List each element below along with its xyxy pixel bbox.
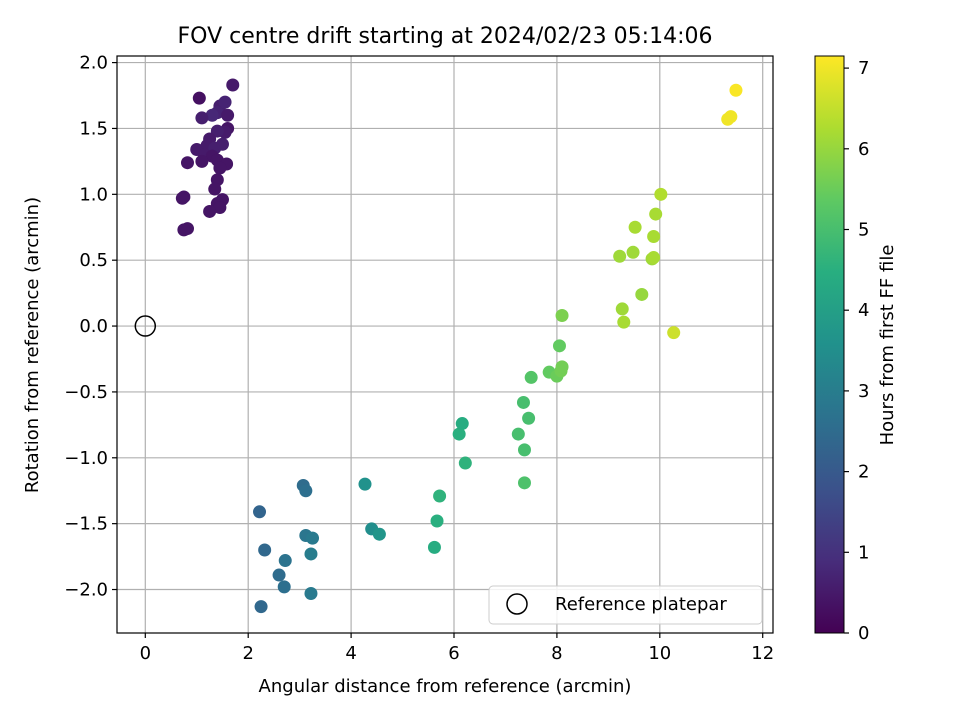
plot-area [117, 56, 773, 633]
data-point [306, 531, 320, 545]
x-tick-label: 2 [242, 643, 253, 664]
y-tick-label: −2.0 [64, 580, 108, 601]
data-point [180, 156, 194, 170]
x-tick-label: 6 [448, 643, 459, 664]
legend-label: Reference platepar [555, 594, 727, 615]
data-point [272, 568, 286, 582]
data-point [516, 395, 530, 409]
data-point [628, 220, 642, 234]
x-axis-label: Angular distance from reference (arcmin) [259, 676, 632, 697]
data-point [615, 302, 629, 316]
y-tick-label: 2.0 [79, 53, 108, 74]
data-point [455, 417, 469, 431]
x-tick-label: 12 [751, 643, 774, 664]
data-point [177, 223, 191, 237]
legend-box [488, 585, 763, 625]
data-point [517, 476, 531, 490]
data-point [213, 161, 227, 175]
data-point [358, 477, 372, 491]
data-point [226, 78, 240, 92]
colorbar-tick-label: 0 [858, 623, 869, 644]
y-tick-label: 0.0 [79, 316, 108, 337]
data-point [524, 370, 538, 384]
data-points [175, 78, 743, 614]
data-point [647, 251, 661, 265]
data-point [218, 95, 232, 109]
data-point [729, 83, 743, 97]
x-tick-label: 10 [648, 643, 671, 664]
legend: Reference platepar [488, 585, 763, 625]
data-point [555, 309, 569, 323]
data-point [649, 207, 663, 221]
y-tick-label: −1.0 [64, 448, 108, 469]
data-point [299, 484, 313, 498]
data-point [452, 427, 466, 441]
data-point [517, 443, 531, 457]
data-point [203, 204, 217, 218]
legend-marker [506, 593, 528, 615]
data-point [258, 543, 272, 557]
colorbar-tick-label: 5 [858, 220, 869, 241]
data-point [617, 315, 631, 329]
y-tick-label: 1.5 [79, 118, 108, 139]
data-point [613, 249, 627, 263]
data-point [278, 554, 292, 568]
x-tick-label: 8 [551, 643, 562, 664]
data-point [724, 110, 738, 124]
data-point [205, 108, 219, 122]
data-point [555, 360, 569, 374]
data-point [195, 154, 209, 168]
data-point [175, 191, 189, 205]
data-point [430, 514, 444, 528]
data-point [427, 540, 441, 554]
colorbar-tick-label: 2 [858, 462, 869, 483]
colorbar-tick-label: 3 [858, 381, 869, 402]
data-point [654, 187, 668, 201]
colorbar-ticks: 0 1 2 3 4 5 6 7 [844, 58, 869, 644]
data-point [192, 91, 206, 105]
x-tick-label: 0 [140, 643, 151, 664]
data-point [304, 547, 318, 561]
data-point [221, 108, 235, 122]
y-axis-label: Rotation from reference (arcmin) [22, 197, 43, 493]
data-point [552, 339, 566, 353]
plot-frame [116, 55, 774, 634]
data-point [667, 326, 681, 340]
colorbar-tick-label: 7 [858, 58, 869, 79]
colorbar-tick-label: 1 [858, 542, 869, 563]
data-point [372, 527, 386, 541]
data-point [213, 200, 227, 214]
x-tick-label: 4 [345, 643, 356, 664]
colorbar-label: Hours from first FF file [877, 245, 898, 446]
data-point [511, 427, 525, 441]
data-point [215, 137, 229, 151]
data-point [522, 411, 536, 425]
data-point [433, 489, 447, 503]
y-tick-label: −0.5 [64, 382, 108, 403]
data-point [647, 229, 661, 243]
data-point [626, 245, 640, 259]
data-point [253, 505, 267, 519]
y-tick-label: −1.5 [64, 514, 108, 535]
colorbar-tick-label: 6 [858, 139, 869, 160]
reference-platepar-marker [134, 315, 157, 337]
axis-ticks: 0 2 4 6 8 10 12 −2.0 −1.5 −1.0 −0.5 0.0 0.5 1.0 1.5 2.0 [64, 53, 774, 664]
y-tick-label: 1.0 [79, 184, 108, 205]
data-point [254, 600, 268, 614]
data-point [458, 456, 472, 470]
y-tick-label: 0.5 [79, 250, 108, 271]
data-point [208, 182, 222, 196]
data-point [304, 586, 318, 600]
data-point [277, 580, 291, 594]
data-point [195, 111, 209, 125]
colorbar-tick-label: 4 [858, 300, 869, 321]
chart-title: FOV centre drift starting at 2024/02/23 … [178, 24, 713, 49]
data-point [635, 287, 649, 301]
colorbar [814, 55, 845, 634]
grid-lines [117, 56, 773, 633]
